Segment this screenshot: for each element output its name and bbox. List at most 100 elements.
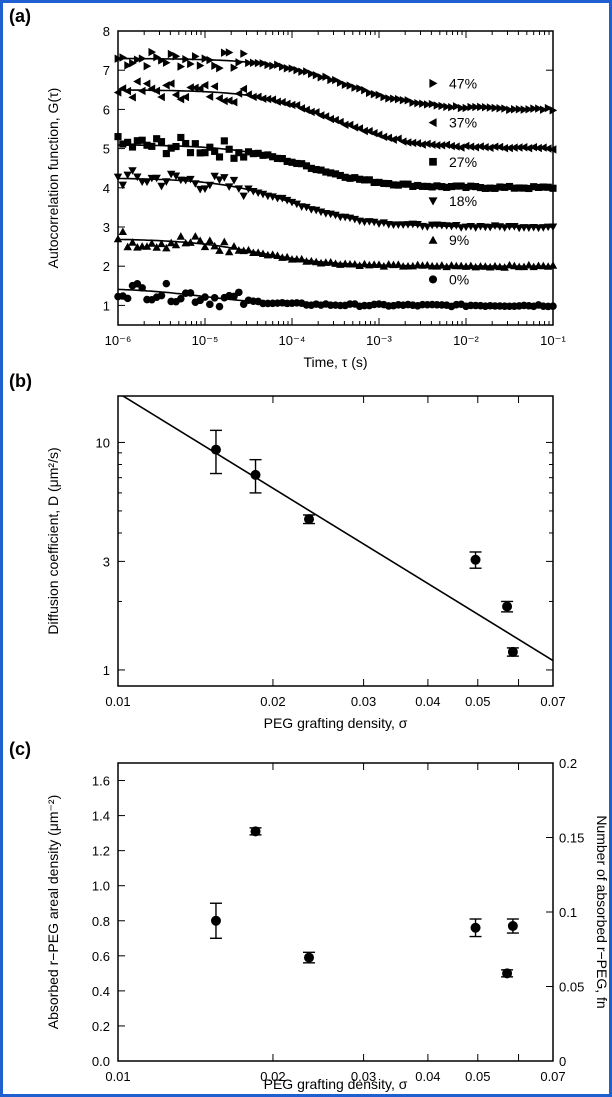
panel-a-point [428,183,436,191]
panel-a-point [419,99,427,108]
panel-a-point [332,75,340,85]
panel-c-xtick-label: 0.01 [105,1069,130,1084]
panel-a-point [443,183,451,191]
panel-a-point [157,138,166,146]
panel-a-point [534,143,542,153]
panel-b-fit-line [121,396,553,662]
panel-a-point [254,58,263,68]
panel-a-point [414,181,422,190]
panel-a-point [162,58,171,67]
panel-a-point [389,181,398,189]
panel-a-point [486,103,495,112]
panel-a-point [249,92,257,102]
panel-a-point [462,183,470,192]
panel-a-point [182,55,190,64]
panel-a-point [205,92,214,101]
panel-a-point [307,256,316,265]
panel-a-point [118,84,127,93]
panel-a-point [355,124,364,133]
panel-a-point [336,78,345,87]
panel-a-point [350,123,359,132]
panel-a-point [351,174,359,182]
panel-a-point [404,180,412,188]
panel-a-point [495,142,504,152]
panel-a-point [239,84,248,94]
panel-a-legend-label: 9% [449,232,469,248]
panel-a-point [374,260,384,268]
panel-a-point [448,102,456,112]
panel-b-xtick-label: 0.03 [351,694,376,709]
panel-a-point [525,105,534,114]
panel-a-point [408,138,417,148]
panel-a-point [123,294,132,303]
panel-a-point [370,89,379,99]
panel-a-point [177,62,186,71]
panel-a-point [385,180,393,188]
panel-c-ytick-label: 1.2 [92,844,110,859]
panel-a-point [433,182,441,190]
panel-a-point [264,151,272,159]
panel-c-xtick-label: 0.04 [415,1069,440,1084]
panel-a-point [138,54,147,63]
panel-a-point [515,184,523,192]
panel-b-point [507,646,518,657]
panel-a-point [524,260,534,269]
panel-a-point [234,89,243,98]
panel-c-ytick-label: 1.4 [92,809,110,824]
panel-a-ytick-label: 2 [103,259,110,274]
panel-a-ytick-label: 1 [103,298,110,313]
panel-a-point [229,242,239,250]
panel-a-point [220,48,229,57]
panel-c-ytick-label: 0.8 [92,914,110,929]
panel-a-point [287,100,296,110]
panel-a-point [491,184,499,192]
panel-a-point [216,63,224,73]
panel-a-point [215,246,224,254]
panel-a-label: (a) [9,6,31,26]
panel-a-xtick-label: 10⁻⁵ [192,333,219,348]
panel-a-point [467,102,476,112]
panel-a-point [350,259,360,268]
panel-c-point [210,915,221,926]
panel-a-ytick-label: 6 [103,102,110,117]
panel-a-point [167,49,176,59]
panel-b-point [250,469,261,480]
panel-a-point [268,250,277,258]
panel-a-point [129,58,137,68]
panel-c-ytick-label: 1.0 [92,879,110,894]
panel-a-point [471,224,480,232]
panel-a-point [317,166,325,174]
panel-a-point [142,178,152,187]
panel-a-legend-label: 0% [449,271,469,287]
panel-a-point [182,139,190,148]
panel-a-point [278,62,287,72]
panel-a-point [292,200,302,209]
panel-a-point [539,143,547,152]
panel-a-point [114,54,123,63]
panel-a-point [288,158,296,166]
panel-a-point [423,100,432,109]
panel-a-xtick-label: 10⁻³ [366,333,392,348]
panel-c-y2tick-label: 0.15 [559,831,584,846]
panel-a-point [282,99,291,108]
panel-a-point [273,154,282,162]
panel-a-point [293,65,302,75]
panel-a-point [258,249,268,258]
panel-c-frame [117,762,554,1062]
panel-a-point [331,170,340,178]
panel-b-point [470,554,481,565]
panel-a-point [253,248,263,256]
panel-a-point [466,142,475,151]
panel-a-point [177,133,185,142]
panel-a-point [133,137,141,145]
panel-a-xlabel: Time, τ (s) [303,354,367,370]
panel-c-xtick-label: 0.07 [540,1069,565,1084]
panel-a-ytick-label: 3 [103,220,110,235]
panel-a-point [447,141,455,151]
panel-a-point [118,181,128,190]
panel-a-point [336,171,344,180]
panel-a-point [514,143,523,152]
panel-a-point [128,143,137,151]
panel-a-point [505,143,513,153]
panel-a-point [191,140,199,148]
